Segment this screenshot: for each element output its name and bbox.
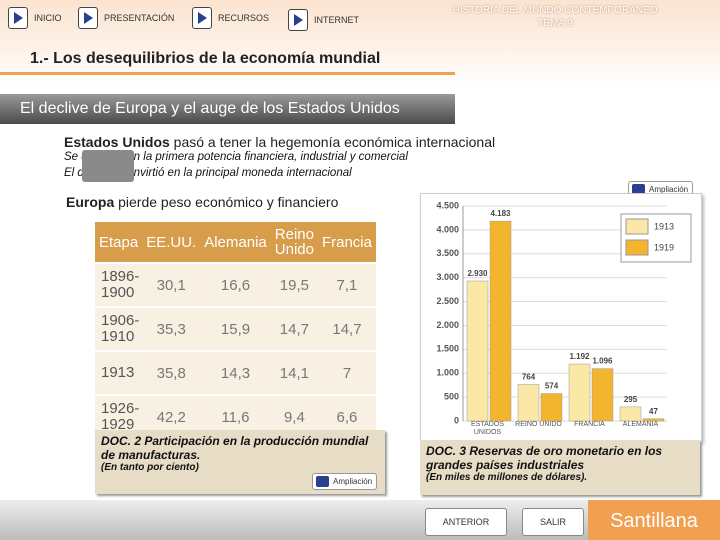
- bar: [517, 384, 540, 422]
- text: pasó a tener la hegemonía económica inte…: [169, 134, 496, 150]
- table-cell: 16,6: [200, 262, 271, 307]
- value-label: 47: [649, 407, 658, 416]
- banner: El declive de Europa y el auge de los Es…: [0, 94, 455, 124]
- caption-box: DOC. 3 Reservas de oro monetario en los …: [420, 440, 700, 495]
- exit-button[interactable]: SALIR: [522, 508, 584, 536]
- table-cell: 15,9: [200, 306, 271, 351]
- bar: [591, 368, 614, 422]
- chart: 0 500 1.000 1.500 2.000 2.500 3.000 3.500 4.000 4…: [436, 200, 692, 425]
- more-button[interactable]: Ampliación: [312, 473, 378, 490]
- prev-button[interactable]: ANTERIOR: [425, 508, 507, 536]
- table: Etapa EE.UU. Alemania Reino Unido Francia 18…: [95, 222, 376, 438]
- value-label: 4.183: [490, 209, 511, 218]
- value-label: 574: [545, 382, 559, 391]
- table-cell: 30,1: [142, 262, 201, 307]
- x-tick-label: REINO UNIDO: [515, 421, 562, 428]
- nav-label: PRESENTACIÓN: [104, 13, 175, 23]
- value-label: 1.096: [592, 357, 613, 366]
- header-cell: Reino Unido: [270, 222, 318, 263]
- header-cell: Etapa: [95, 222, 143, 263]
- value-label: 1.192: [569, 352, 590, 361]
- table-row: 1906-1910 35,3 15,9 14,7 14,7: [95, 306, 376, 351]
- value-label: 295: [624, 395, 638, 404]
- header: HISTORIA DEL MUNDO CONTEMPORÁNEO TEMA 9: [430, 4, 680, 30]
- table-cell: 35,3: [142, 306, 201, 351]
- legend-label: 1919: [654, 242, 674, 252]
- y-tick-label: 0: [454, 415, 459, 425]
- x-tick-label: ALEMANIA: [622, 421, 659, 428]
- bold: Europa: [66, 194, 115, 210]
- header-cell: Francia: [317, 222, 376, 263]
- caption: DOC. 3 Reservas de oro monetario en los …: [426, 444, 663, 472]
- chart-box: 0 500 1.000 1.500 2.000 2.500 3.000 3.500 4.000 4…: [420, 193, 702, 442]
- nav-button[interactable]: RECURSOS: [192, 6, 269, 30]
- y-tick-label: 500: [444, 391, 459, 401]
- nav-button[interactable]: INICIO: [8, 6, 62, 30]
- table-row: 1896-1900 30,1 16,6 19,5 7,1: [95, 262, 376, 307]
- point: Estados Unidos pasó a tener la hegemonía…: [64, 134, 495, 150]
- y-tick-label: 3.500: [436, 248, 459, 258]
- bar: [540, 393, 563, 422]
- bold: Estados Unidos: [64, 134, 170, 150]
- legend-swatch: [625, 218, 649, 235]
- y-tick-label: 4.000: [436, 224, 459, 234]
- bar: [619, 406, 642, 422]
- detail: El dólar se convirtió en la principal mo…: [64, 167, 352, 179]
- table-cell: 1913: [95, 350, 143, 395]
- x-tick-label: FRANCIA: [574, 421, 605, 428]
- table-cell: 1896-1900: [95, 262, 143, 307]
- brand: Santillana: [588, 500, 720, 540]
- nav-label: INTERNET: [314, 15, 359, 25]
- y-tick-label: 1.500: [436, 344, 459, 354]
- cursor-overlay: [82, 150, 134, 182]
- bar: [568, 363, 591, 422]
- table-header: Etapa EE.UU. Alemania Reino Unido Francia: [95, 222, 376, 263]
- nav-label: RECURSOS: [218, 13, 270, 23]
- y-tick-label: 2.000: [436, 320, 459, 330]
- legend-label: 1913: [654, 221, 674, 231]
- value-label: 764: [522, 372, 536, 381]
- text: pierde peso económico y financiero: [114, 194, 339, 210]
- nav-button[interactable]: PRESENTACIÓN: [78, 6, 174, 30]
- table-cell: 14,1: [270, 350, 318, 395]
- y-tick-label: 3.000: [436, 272, 459, 282]
- title-rule: [0, 72, 455, 75]
- table-cell: 14,7: [270, 306, 318, 351]
- table-cell: 7,1: [317, 262, 376, 307]
- header-cell: Alemania: [200, 222, 271, 263]
- note: (En tanto por ciento): [101, 462, 199, 473]
- title: 1.- Los desequilibrios de la economía mu…: [30, 50, 381, 67]
- nav-button[interactable]: INTERNET: [288, 8, 359, 32]
- table-cell: 7: [317, 350, 376, 395]
- y-tick-label: 2.500: [436, 296, 459, 306]
- point: Europa pierde peso económico y financier…: [66, 194, 338, 210]
- note: (En miles de millones de dólares).: [426, 472, 588, 483]
- caption: DOC. 2 Participación en la producción mu…: [101, 434, 369, 462]
- detail: Se convirtió en la primera potencia fina…: [64, 151, 408, 163]
- y-tick-label: 4.500: [436, 200, 459, 210]
- table-cell: 19,5: [270, 262, 318, 307]
- bar: [466, 280, 489, 422]
- table-cell: 14,7: [317, 306, 376, 351]
- table-row: 1913 35,8 14,3 14,1 7: [95, 350, 376, 395]
- subject: HISTORIA DEL MUNDO CONTEMPORÁNEO: [452, 5, 658, 16]
- table-cell: 1906-1910: [95, 306, 143, 351]
- nav-label: INICIO: [34, 13, 62, 23]
- table-cell: 14,3: [200, 350, 271, 395]
- unit: TEMA 9: [537, 18, 573, 29]
- legend-swatch: [625, 239, 649, 256]
- y-tick-label: 1.000: [436, 368, 459, 378]
- table-cell: 35,8: [142, 350, 201, 395]
- bar: [489, 220, 512, 422]
- x-tick-label: ESTADOS UNIDOS: [471, 421, 504, 436]
- bar: [642, 418, 665, 422]
- header-cell: EE.UU.: [142, 222, 201, 263]
- value-label: 2.930: [467, 269, 488, 278]
